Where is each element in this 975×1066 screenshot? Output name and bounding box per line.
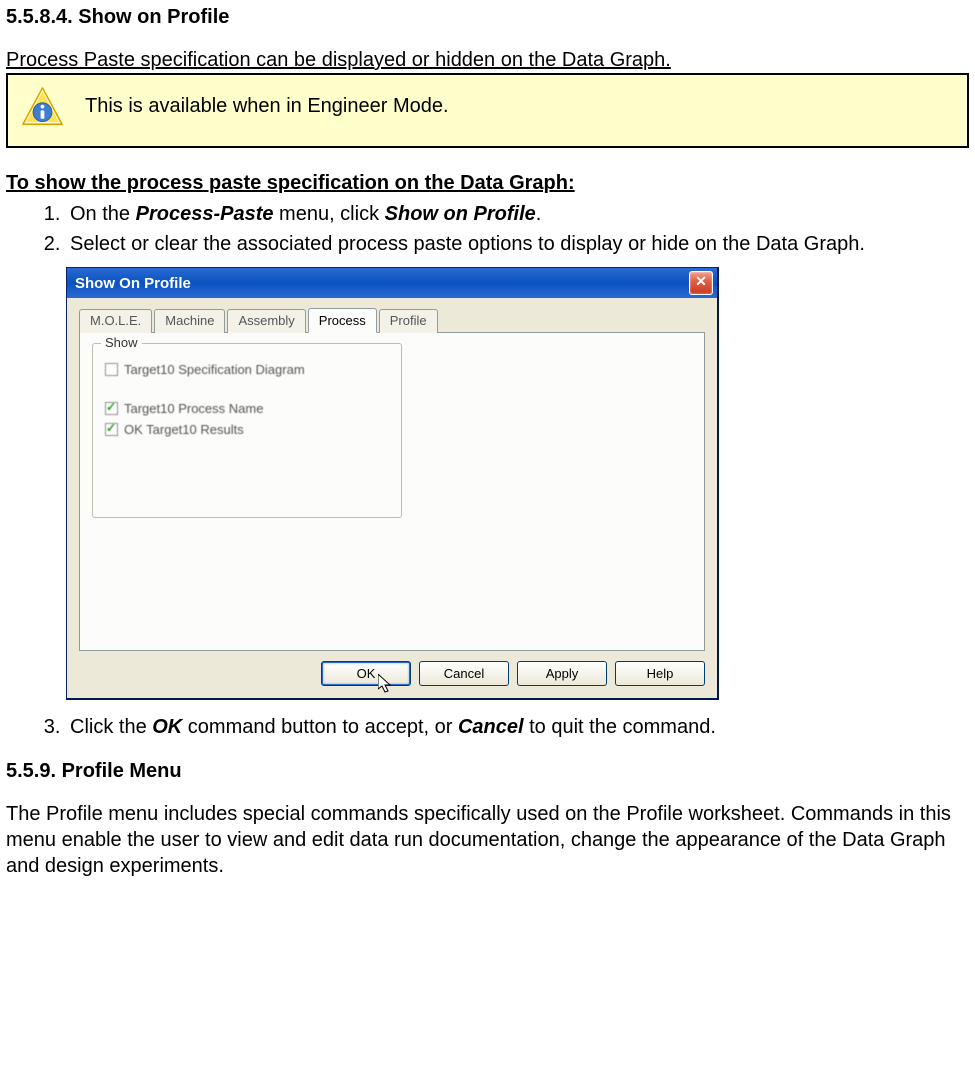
section-heading: 5.5.8.4. Show on Profile	[6, 6, 969, 29]
dialog-title: Show On Profile	[75, 275, 191, 292]
procedure-heading: To show the process paste specification …	[6, 172, 969, 195]
step1-bold1: Process-Paste	[136, 203, 274, 225]
step1-mid: menu, click	[273, 203, 384, 225]
step3-bold2: Cancel	[458, 716, 524, 738]
step-2: Select or clear the associated process p…	[66, 231, 969, 257]
step1-bold2: Show on Profile	[385, 203, 536, 225]
profile-menu-para: The Profile menu includes special comman…	[6, 801, 969, 879]
tab-assembly[interactable]: Assembly	[227, 309, 305, 333]
button-row: OK Cancel Apply Help	[79, 661, 705, 686]
tab-mole[interactable]: M.O.L.E.	[79, 309, 152, 333]
dialog-window: Show On Profile ✕ M.O.L.E. Machine Assem…	[66, 267, 719, 700]
step3-post: to quit the command.	[524, 716, 716, 738]
close-button[interactable]: ✕	[689, 271, 713, 295]
step-1: On the Process-Paste menu, click Show on…	[66, 201, 969, 227]
tab-machine[interactable]: Machine	[154, 309, 225, 333]
checkbox-row-0[interactable]: Target10 Specification Diagram	[105, 362, 389, 377]
info-icon	[20, 85, 65, 130]
step-list-cont: Click the OK command button to accept, o…	[6, 714, 969, 740]
step-3: Click the OK command button to accept, o…	[66, 714, 969, 740]
checkbox-1[interactable]	[105, 402, 118, 415]
tab-panel: Show Target10 Specification Diagram Targ…	[79, 333, 705, 651]
note-text: This is available when in Engineer Mode.	[85, 85, 449, 118]
step1-pre: On the	[70, 203, 136, 225]
step1-post: .	[536, 203, 542, 225]
step-list: On the Process-Paste menu, click Show on…	[6, 201, 969, 257]
dialog-titlebar: Show On Profile ✕	[67, 268, 717, 298]
dialog-client: M.O.L.E. Machine Assembly Process Profil…	[67, 298, 717, 698]
checkbox-label-2: OK Target10 Results	[124, 422, 244, 437]
tab-profile[interactable]: Profile	[379, 309, 438, 333]
tab-process[interactable]: Process	[308, 308, 377, 333]
checkbox-row-1[interactable]: Target10 Process Name	[105, 401, 389, 416]
show-groupbox: Show Target10 Specification Diagram Targ…	[92, 343, 402, 518]
checkbox-0[interactable]	[105, 363, 118, 376]
checkbox-row-2[interactable]: OK Target10 Results	[105, 422, 389, 437]
cancel-button[interactable]: Cancel	[419, 661, 509, 686]
help-button[interactable]: Help	[615, 661, 705, 686]
step3-pre: Click the	[70, 716, 152, 738]
intro-text: Process Paste specification can be displ…	[6, 47, 969, 73]
step3-bold1: OK	[152, 716, 182, 738]
tab-strip: M.O.L.E. Machine Assembly Process Profil…	[79, 308, 705, 333]
apply-button[interactable]: Apply	[517, 661, 607, 686]
checkbox-label-1: Target10 Process Name	[124, 401, 263, 416]
ok-button[interactable]: OK	[321, 661, 411, 686]
note-box: This is available when in Engineer Mode.	[6, 73, 969, 148]
group-title: Show	[101, 335, 142, 350]
checkbox-2[interactable]	[105, 423, 118, 436]
step3-mid: command button to accept, or	[182, 716, 458, 738]
cursor-icon	[378, 674, 394, 694]
section-heading-2: 5.5.9. Profile Menu	[6, 760, 969, 783]
checkbox-label-0: Target10 Specification Diagram	[124, 362, 305, 377]
ok-button-label: OK	[357, 666, 376, 681]
